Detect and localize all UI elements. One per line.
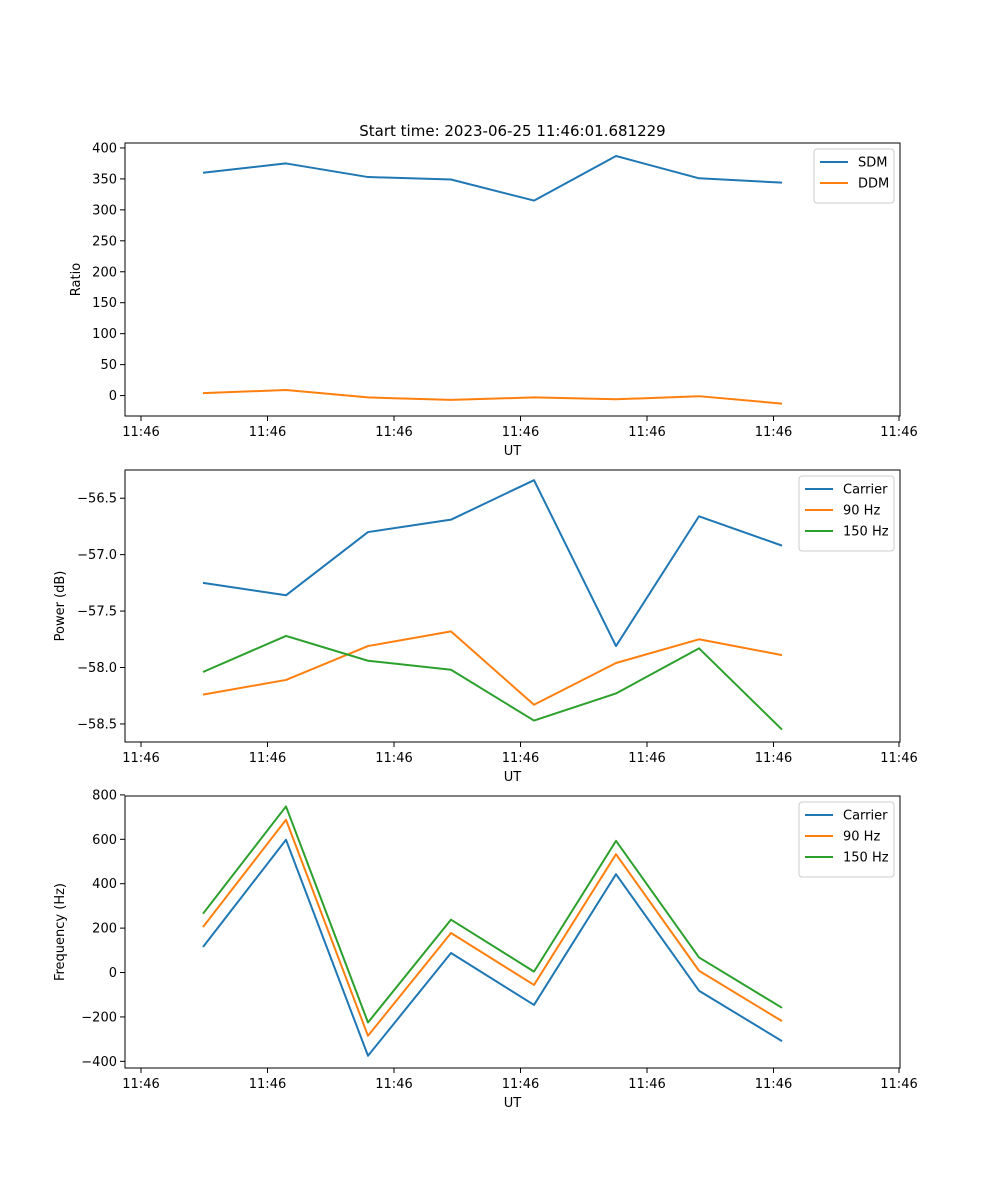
y-tick-label: 200 bbox=[92, 265, 117, 280]
legend-label: 90 Hz bbox=[843, 504, 880, 519]
x-tick-label: 11:46 bbox=[249, 751, 286, 766]
y-tick-label: 50 bbox=[100, 358, 117, 373]
x-tick-label: 11:46 bbox=[502, 751, 539, 766]
y-tick-label: −400 bbox=[81, 1055, 117, 1070]
legend-label: Carrier bbox=[843, 809, 888, 824]
subplot-1: 11:46 11:46 11:46 11:46 11:46 11:46 11:46 0 50 10… bbox=[69, 141, 918, 459]
legend: SDM DDM bbox=[813, 148, 895, 204]
y-tick-label: 350 bbox=[92, 172, 117, 187]
x-axis-label: UT bbox=[504, 770, 522, 785]
x-tick-label: 11:46 bbox=[628, 425, 665, 440]
y-tick-label: 400 bbox=[92, 877, 117, 892]
series-line-carrier bbox=[202, 479, 783, 648]
series-line-sdm bbox=[202, 155, 783, 202]
x-tick-label: 11:46 bbox=[375, 751, 412, 766]
y-tick-label: −56.5 bbox=[77, 492, 117, 507]
axes-frame bbox=[124, 795, 901, 1069]
legend-box bbox=[798, 475, 895, 552]
x-tick-label: 11:46 bbox=[502, 425, 539, 440]
series-line-carrier bbox=[202, 838, 783, 1057]
series-line-150-hz bbox=[202, 634, 783, 731]
y-tick-label: 250 bbox=[92, 234, 117, 249]
y-tick-label: −58.5 bbox=[77, 717, 117, 732]
x-tick-label: 11:46 bbox=[755, 751, 792, 766]
y-tick-label: 600 bbox=[92, 833, 117, 848]
x-axis-label: UT bbox=[504, 444, 522, 459]
legend-box bbox=[798, 801, 895, 878]
axes-frame bbox=[124, 142, 901, 417]
series-line-ddm bbox=[202, 389, 783, 405]
x-axis-label: UT bbox=[504, 1096, 522, 1111]
y-tick-label: 400 bbox=[92, 141, 117, 156]
x-tick-label: 11:46 bbox=[880, 751, 917, 766]
x-tick-label: 11:46 bbox=[375, 1077, 412, 1092]
x-tick-label: 11:46 bbox=[628, 1077, 665, 1092]
legend-label: Carrier bbox=[843, 483, 888, 498]
legend-label: 150 Hz bbox=[843, 851, 889, 866]
x-tick-label: 11:46 bbox=[755, 1077, 792, 1092]
x-tick-label: 11:46 bbox=[122, 425, 159, 440]
y-axis-label: Frequency (Hz) bbox=[53, 883, 68, 981]
y-tick-label: 150 bbox=[92, 296, 117, 311]
x-tick-label: 11:46 bbox=[502, 1077, 539, 1092]
x-tick-label: 11:46 bbox=[628, 751, 665, 766]
x-tick-label: 11:46 bbox=[249, 1077, 286, 1092]
x-tick-label: 11:46 bbox=[375, 425, 412, 440]
legend-label: SDM bbox=[858, 156, 887, 171]
x-tick-label: 11:46 bbox=[880, 425, 917, 440]
y-tick-label: 100 bbox=[92, 327, 117, 342]
y-tick-label: −200 bbox=[81, 1010, 117, 1025]
y-tick-label: 0 bbox=[109, 966, 117, 981]
y-tick-label: −58.0 bbox=[77, 661, 117, 676]
axes-frame bbox=[124, 469, 901, 743]
legend: Carrier 90 Hz 150 Hz bbox=[798, 801, 895, 878]
figure-title: Start time: 2023-06-25 11:46:01.681229 bbox=[359, 122, 665, 140]
series-line-90-hz bbox=[202, 818, 783, 1037]
legend-label: 90 Hz bbox=[843, 830, 880, 845]
x-tick-label: 11:46 bbox=[755, 425, 792, 440]
y-axis-label: Power (dB) bbox=[53, 571, 68, 642]
y-tick-label: −57.0 bbox=[77, 548, 117, 563]
legend-label: 150 Hz bbox=[843, 525, 889, 540]
subplot-2: 11:46 11:46 11:46 11:46 11:46 11:46 11:46 −58.5… bbox=[53, 469, 918, 785]
y-tick-label: −57.5 bbox=[77, 605, 117, 620]
series-line-150-hz bbox=[202, 805, 783, 1024]
x-tick-label: 11:46 bbox=[249, 425, 286, 440]
y-tick-label: 0 bbox=[109, 389, 117, 404]
subplot-3: 11:46 11:46 11:46 11:46 11:46 11:46 11:46 −400 −… bbox=[53, 788, 918, 1111]
x-tick-label: 11:46 bbox=[880, 1077, 917, 1092]
y-axis-label: Ratio bbox=[69, 263, 84, 296]
y-tick-label: 200 bbox=[92, 922, 117, 937]
y-tick-label: 300 bbox=[92, 203, 117, 218]
x-tick-label: 11:46 bbox=[122, 1077, 159, 1092]
series-line-90-hz bbox=[202, 630, 783, 706]
y-tick-label: 800 bbox=[92, 788, 117, 803]
plots-group: 11:46 11:46 11:46 11:46 11:46 11:46 11:46 0 50 10… bbox=[53, 141, 918, 1111]
legend: Carrier 90 Hz 150 Hz bbox=[798, 475, 895, 552]
x-tick-label: 11:46 bbox=[122, 751, 159, 766]
legend-label: DDM bbox=[858, 177, 889, 192]
